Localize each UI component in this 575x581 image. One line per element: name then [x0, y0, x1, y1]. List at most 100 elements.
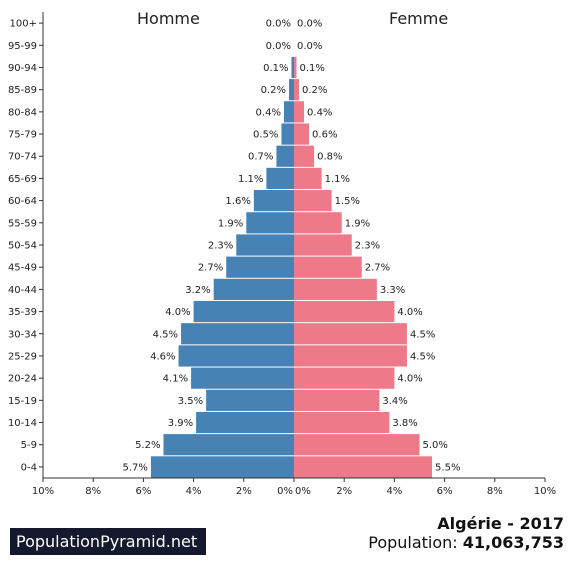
y-tick-label: 80-84 — [8, 107, 37, 118]
y-tick-label: 100+ — [10, 19, 37, 30]
population-value: 41,063,753 — [462, 533, 564, 552]
male-data-label: 0.1% — [263, 63, 288, 74]
male-bar — [150, 456, 294, 478]
male-data-label: 0.7% — [248, 152, 273, 163]
population-pyramid-chart: 0.0% 0.0% 100+ 0.0% 0.0% 95-99 0.1% 0.1% 90-94 0.… — [8, 12, 556, 497]
male-bar — [236, 234, 294, 256]
male-data-label: 0.4% — [256, 107, 281, 118]
male-data-label: 3.5% — [178, 396, 203, 407]
y-tick-label: 60-64 — [8, 196, 37, 207]
female-bar — [294, 411, 390, 434]
y-tick-label: 95-99 — [8, 41, 37, 52]
female-bar — [294, 123, 310, 145]
female-data-label: 0.1% — [300, 63, 325, 74]
x-tick-label-right: 10% — [534, 486, 556, 497]
male-data-label: 0.0% — [266, 41, 291, 52]
female-data-label: 3.4% — [382, 396, 407, 407]
male-data-label: 0.5% — [253, 130, 278, 141]
male-data-label: 5.7% — [123, 462, 148, 473]
male-data-label: 2.7% — [198, 263, 223, 274]
female-bar — [294, 167, 322, 190]
y-tick-label: 85-89 — [8, 85, 37, 96]
x-tick-label-left: 4% — [186, 486, 202, 497]
male-data-label: 1.9% — [218, 218, 243, 229]
male-bar — [191, 367, 294, 389]
male-bar — [291, 56, 294, 79]
x-tick-label-left: 8% — [85, 486, 101, 497]
population-label: Population: — [368, 533, 458, 552]
male-data-label: 3.2% — [185, 285, 210, 296]
male-bar — [193, 300, 294, 323]
female-bar — [294, 300, 395, 323]
female-data-label: 1.9% — [345, 218, 370, 229]
female-data-label: 2.3% — [355, 241, 380, 252]
y-tick-label: 15-19 — [8, 396, 37, 407]
male-bar — [283, 101, 294, 123]
x-tick-label-right: 2% — [336, 486, 352, 497]
female-bar — [294, 256, 362, 278]
female-data-label: 0.0% — [297, 41, 322, 52]
female-bar — [294, 145, 315, 167]
male-data-label: 5.2% — [135, 440, 160, 451]
brand-logo[interactable]: PopulationPyramid.net — [10, 528, 206, 555]
male-data-label: 4.1% — [163, 374, 188, 385]
country-year: Algérie - 2017 — [437, 514, 564, 533]
male-bar — [266, 167, 294, 190]
female-data-label: 0.0% — [297, 19, 322, 30]
female-data-label: 3.3% — [380, 285, 405, 296]
female-data-label: 5.5% — [435, 462, 460, 473]
female-data-label: 4.0% — [397, 307, 422, 318]
male-data-label: 1.1% — [238, 174, 263, 185]
male-bar — [276, 145, 294, 167]
female-data-label: 4.0% — [397, 374, 422, 385]
male-bar — [281, 123, 294, 145]
y-tick-label: 10-14 — [8, 418, 37, 429]
male-bar — [246, 212, 294, 234]
female-bar — [294, 434, 420, 456]
x-tick-label-right: 4% — [386, 486, 402, 497]
female-bar — [294, 212, 342, 234]
y-tick-label: 55-59 — [8, 218, 37, 229]
y-tick-label: 5-9 — [21, 440, 37, 451]
y-tick-label: 40-44 — [8, 285, 37, 296]
x-tick-label-right: 8% — [487, 486, 503, 497]
x-tick-label-right: 0% — [295, 486, 311, 497]
male-data-label: 3.9% — [168, 418, 193, 429]
female-bar — [294, 389, 380, 411]
male-data-label: 4.0% — [165, 307, 190, 318]
female-data-label: 1.5% — [335, 196, 360, 207]
x-tick-label-left: 2% — [236, 486, 252, 497]
female-data-label: 5.0% — [423, 440, 448, 451]
x-tick-label-left: 6% — [135, 486, 151, 497]
male-data-label: 4.6% — [150, 351, 175, 362]
male-data-label: 4.5% — [153, 329, 178, 340]
male-bar — [253, 190, 294, 212]
female-header: Femme — [389, 9, 449, 28]
female-data-label: 1.1% — [325, 174, 350, 185]
female-data-label: 2.7% — [365, 263, 390, 274]
female-bar — [294, 79, 300, 101]
y-tick-label: 75-79 — [8, 130, 37, 141]
y-tick-label: 45-49 — [8, 263, 37, 274]
female-bar — [294, 101, 305, 123]
male-bar — [181, 323, 294, 345]
male-data-label: 0.2% — [261, 85, 286, 96]
population-line: Population: 41,063,753 — [368, 533, 564, 552]
male-data-label: 1.6% — [225, 196, 250, 207]
female-bar — [294, 190, 332, 212]
female-bar — [294, 345, 407, 367]
y-tick-label: 70-74 — [8, 152, 37, 163]
male-bar — [178, 345, 294, 367]
female-bar — [294, 56, 297, 79]
y-tick-label: 0-4 — [21, 462, 37, 473]
x-tick-label-left: 10% — [32, 486, 54, 497]
female-data-label: 4.5% — [410, 351, 435, 362]
y-tick-label: 30-34 — [8, 329, 37, 340]
male-data-label: 0.0% — [266, 19, 291, 30]
female-data-label: 4.5% — [410, 329, 435, 340]
female-bar — [294, 323, 407, 345]
x-tick-label-right: 6% — [437, 486, 453, 497]
y-tick-label: 90-94 — [8, 63, 37, 74]
y-tick-label: 20-24 — [8, 374, 37, 385]
female-data-label: 0.4% — [307, 107, 332, 118]
